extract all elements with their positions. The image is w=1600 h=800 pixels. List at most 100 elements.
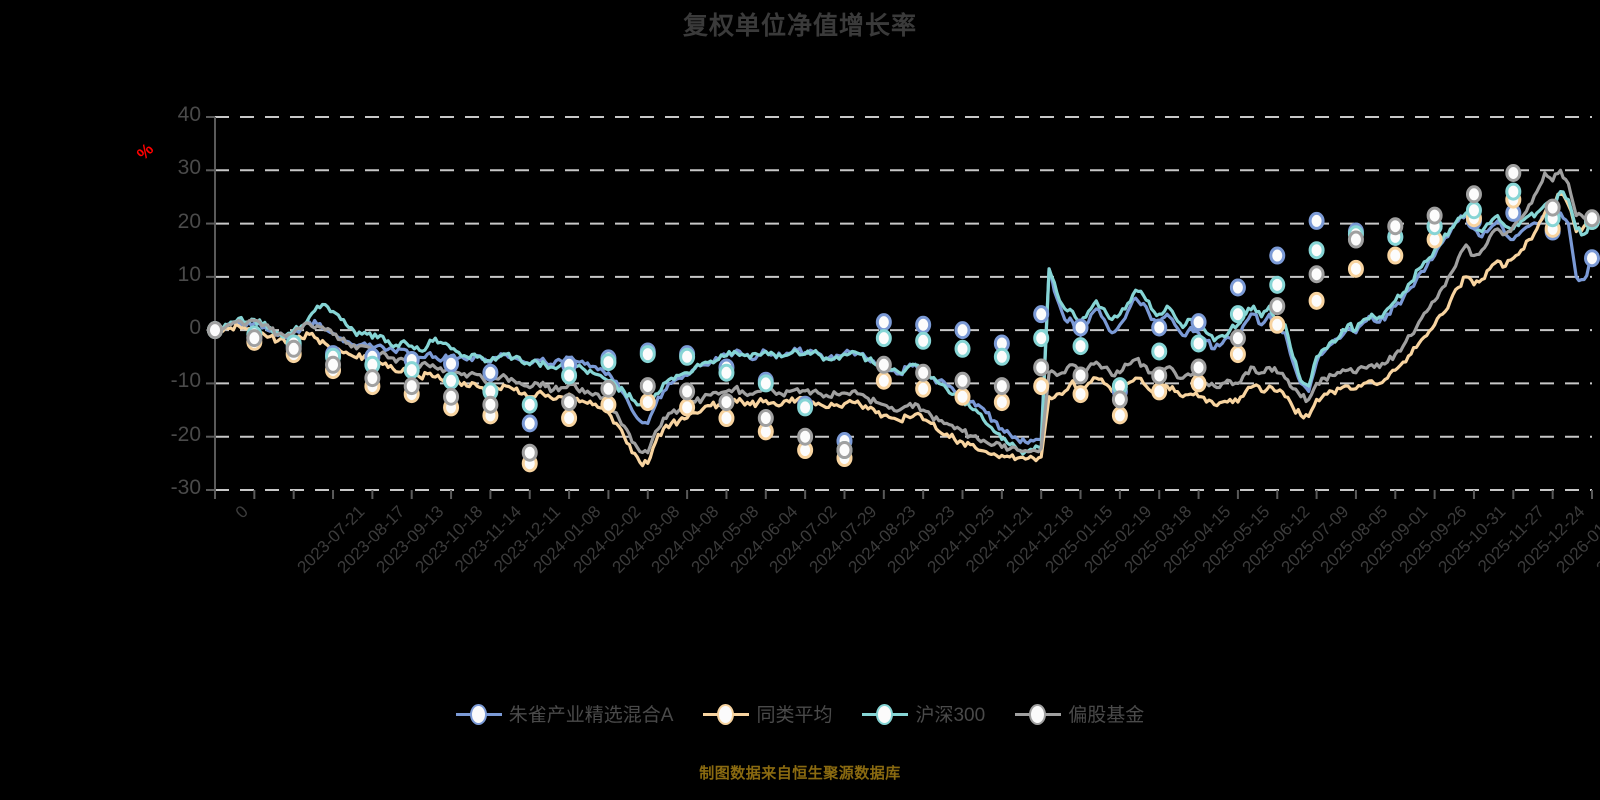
- series-marker: [443, 354, 460, 373]
- series-marker: [797, 398, 814, 417]
- series-marker: [1190, 334, 1207, 353]
- series-lines: [213, 168, 1594, 468]
- series-marker: [1505, 182, 1522, 201]
- series-marker: [875, 329, 892, 348]
- series-marker: [679, 347, 696, 366]
- series-marker: [993, 393, 1010, 412]
- data-source-note: 制图数据来自恒生聚源数据库: [699, 765, 901, 782]
- series-marker: [757, 374, 774, 393]
- series-marker: [1033, 358, 1050, 377]
- series-marker: [443, 387, 460, 406]
- y-tick-label: -20: [170, 422, 201, 446]
- y-tick-label: 30: [177, 156, 201, 180]
- series-marker: [561, 366, 578, 385]
- series-marker: [1308, 241, 1325, 260]
- series-marker: [1269, 246, 1286, 265]
- series-marker: [1229, 329, 1246, 348]
- series-marker: [1033, 305, 1050, 324]
- series-marker: [521, 414, 538, 433]
- page-title: 复权单位净值增长率: [682, 12, 917, 40]
- series-marker: [1269, 297, 1286, 316]
- series-marker: [1584, 209, 1600, 228]
- series-marker: [521, 443, 538, 462]
- series-marker: [639, 377, 656, 396]
- series-marker: [639, 345, 656, 364]
- series-marker: [679, 382, 696, 401]
- series-marker: [1584, 249, 1600, 268]
- series-marker: [1465, 185, 1482, 204]
- legend-item[interactable]: 同类平均: [703, 700, 832, 727]
- series-marker: [1111, 390, 1128, 409]
- series-marker: [600, 379, 617, 398]
- series-marker: [1465, 201, 1482, 220]
- series-marker: [718, 393, 735, 412]
- series-marker: [639, 393, 656, 412]
- series-marker: [1229, 278, 1246, 297]
- series-marker: [954, 339, 971, 358]
- series-marker: [836, 441, 853, 460]
- series-markers: [207, 163, 1600, 473]
- series-marker: [1111, 406, 1128, 425]
- chart-legend: 朱雀产业精选混合A 同类平均 沪深300 偏股基金: [0, 700, 1600, 727]
- series-marker: [1033, 329, 1050, 348]
- series-marker: [561, 409, 578, 428]
- legend-dot-swatch: [717, 703, 735, 725]
- series-marker: [757, 409, 774, 428]
- legend-marker-icon: [703, 701, 750, 727]
- legend-item[interactable]: 沪深300: [862, 700, 985, 727]
- series-marker: [1033, 377, 1050, 396]
- series-marker: [1190, 374, 1207, 393]
- series-line: [213, 190, 1594, 456]
- y-tick-label: 10: [177, 262, 201, 286]
- series-marker: [1347, 230, 1364, 249]
- legend-marker-icon: [1015, 701, 1062, 727]
- series-marker: [1308, 265, 1325, 284]
- legend-label: 沪深300: [915, 705, 986, 726]
- y-tick-label: -30: [170, 476, 201, 499]
- series-marker: [364, 369, 381, 388]
- series-marker: [1229, 345, 1246, 364]
- series-marker: [285, 339, 302, 358]
- series-marker: [600, 395, 617, 414]
- series-marker: [1151, 366, 1168, 385]
- series-marker: [1190, 313, 1207, 332]
- axis-lines: [206, 116, 216, 491]
- series-marker: [915, 363, 932, 382]
- series-marker: [1308, 211, 1325, 230]
- series-marker: [443, 371, 460, 390]
- series-marker: [1269, 275, 1286, 294]
- series-marker: [561, 393, 578, 412]
- series-marker: [246, 329, 263, 348]
- series-marker: [1505, 163, 1522, 182]
- series-marker: [718, 363, 735, 382]
- series-marker: [482, 363, 499, 382]
- series-marker: [1072, 366, 1089, 385]
- series-marker: [403, 361, 420, 380]
- y-tick-label: -10: [170, 369, 201, 393]
- series-marker: [915, 379, 932, 398]
- series-marker: [915, 315, 932, 334]
- series-marker: [954, 371, 971, 390]
- series-marker: [1072, 385, 1089, 404]
- series-marker: [1347, 259, 1364, 278]
- legend-label: 偏股基金: [1068, 705, 1145, 726]
- gridlines: [215, 116, 1592, 491]
- legend-marker-icon: [862, 701, 909, 727]
- series-marker: [797, 427, 814, 446]
- series-marker: [954, 321, 971, 340]
- series-marker: [1151, 342, 1168, 361]
- series-marker: [1072, 337, 1089, 356]
- legend-item[interactable]: 朱雀产业精选混合A: [455, 700, 674, 727]
- series-marker: [1308, 291, 1325, 310]
- series-marker: [521, 395, 538, 414]
- legend-label: 朱雀产业精选混合A: [508, 705, 674, 726]
- series-marker: [993, 347, 1010, 366]
- series-marker: [875, 355, 892, 374]
- y-tick-label: 40: [177, 103, 201, 126]
- series-marker: [718, 409, 735, 428]
- series-marker: [875, 371, 892, 390]
- series-marker: [325, 355, 342, 374]
- legend-item[interactable]: 偏股基金: [1015, 700, 1144, 727]
- series-marker: [1426, 206, 1443, 225]
